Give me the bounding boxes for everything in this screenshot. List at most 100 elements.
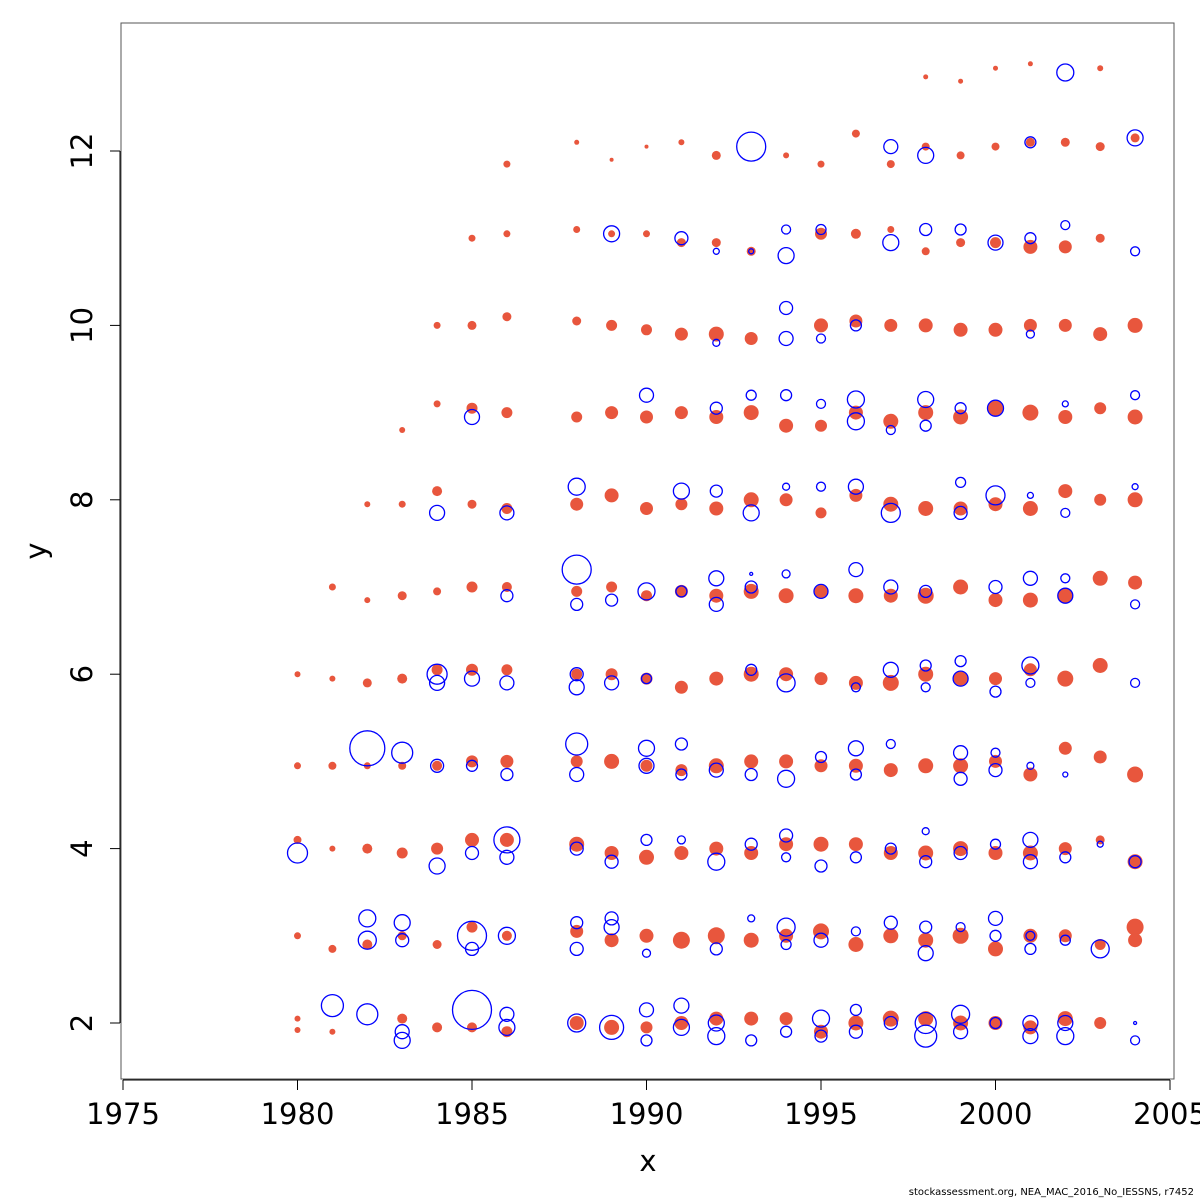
negative-residual-bubble <box>1057 1011 1073 1027</box>
negative-residual-bubble <box>466 921 478 933</box>
negative-residual-bubble <box>574 139 580 145</box>
negative-residual-bubble <box>918 405 934 421</box>
negative-residual-bubble <box>674 327 688 341</box>
positive-residual-bubble <box>638 1002 655 1018</box>
negative-residual-bubble <box>1058 240 1072 254</box>
negative-residual-bubble <box>918 932 934 948</box>
positive-residual-bubble <box>776 917 796 937</box>
negative-residual-bubble <box>1127 492 1143 508</box>
positive-residual-bubble <box>953 845 968 861</box>
negative-residual-bubble <box>329 845 336 852</box>
positive-residual-bubble <box>954 402 967 415</box>
negative-residual-bubble <box>571 411 583 423</box>
negative-residual-bubble <box>569 836 585 852</box>
negative-residual-bubble <box>988 322 1003 337</box>
positive-residual-bubble <box>451 989 493 1031</box>
positive-residual-bubble <box>815 398 827 410</box>
negative-residual-bubble <box>294 932 301 940</box>
positive-residual-bubble <box>569 667 584 682</box>
x-tick-label: 1980 <box>261 1097 335 1131</box>
positive-residual-bubble <box>736 131 767 162</box>
negative-residual-bubble <box>398 761 407 770</box>
negative-residual-bubble <box>708 758 724 774</box>
negative-residual-bubble <box>1022 404 1039 421</box>
positive-residual-bubble <box>955 921 966 933</box>
y-tick-label: 10 <box>65 307 99 344</box>
positive-residual-bubble <box>1022 1027 1039 1045</box>
positive-residual-bubble <box>569 766 585 783</box>
negative-residual-bubble <box>707 927 725 945</box>
positive-residual-bubble <box>1025 329 1036 339</box>
positive-residual-bubble <box>676 835 687 845</box>
negative-residual-bubble <box>848 758 863 773</box>
positive-residual-bubble <box>712 247 720 255</box>
negative-residual-bubble <box>814 759 828 773</box>
negative-residual-bubble <box>709 588 724 603</box>
positive-residual-bubble <box>499 675 515 691</box>
negative-residual-bubble <box>501 407 513 419</box>
positive-residual-bubble <box>850 926 862 937</box>
positive-residual-bubble <box>883 1015 898 1031</box>
negative-residual-bubble <box>1127 409 1143 425</box>
negative-residual-bubble <box>1058 484 1073 499</box>
negative-residual-bubble <box>709 1011 724 1026</box>
positive-residual-bubble <box>1024 232 1037 245</box>
negative-residual-bubble <box>604 933 619 948</box>
positive-residual-bubble <box>748 248 755 255</box>
negative-residual-bubble <box>641 324 652 336</box>
negative-residual-bubble <box>467 499 477 509</box>
negative-residual-bubble <box>989 672 1002 686</box>
negative-residual-bubble <box>639 928 654 943</box>
negative-residual-bubble <box>294 1015 301 1022</box>
positive-residual-bubble <box>428 674 446 692</box>
negative-residual-bubble <box>1127 317 1143 333</box>
positive-residual-bubble <box>921 827 930 836</box>
negative-residual-bubble <box>956 238 966 248</box>
positive-residual-bubble <box>603 918 620 936</box>
positive-residual-bubble <box>919 419 932 432</box>
positive-residual-bubble <box>708 762 724 778</box>
negative-residual-bubble <box>990 237 1001 249</box>
positive-residual-bubble <box>391 741 414 764</box>
negative-residual-bubble <box>953 671 968 686</box>
positive-residual-bubble <box>429 758 445 773</box>
positive-residual-bubble <box>846 390 866 409</box>
negative-residual-bubble <box>573 226 581 233</box>
negative-residual-bubble <box>1025 137 1035 147</box>
positive-residual-bubble <box>987 234 1004 251</box>
positive-residual-bubble <box>917 390 935 409</box>
positive-residual-bubble <box>498 1018 516 1037</box>
negative-residual-bubble <box>465 832 479 847</box>
positive-residual-bubble <box>1022 854 1039 870</box>
negative-residual-bubble <box>571 668 583 680</box>
positive-residual-bubble <box>848 561 864 578</box>
positive-residual-bubble <box>1096 840 1104 848</box>
negative-residual-bubble <box>605 668 618 681</box>
negative-residual-bubble <box>921 247 930 256</box>
positive-residual-series <box>286 63 1144 1050</box>
positive-residual-bubble <box>917 146 935 165</box>
positive-residual-bubble <box>569 841 584 856</box>
x-tick-label: 2000 <box>959 1097 1033 1131</box>
negative-residual-bubble <box>432 1022 443 1033</box>
negative-residual-bubble <box>570 755 583 768</box>
negative-residual-bubble <box>468 234 476 242</box>
positive-residual-bubble <box>637 739 656 757</box>
positive-residual-bubble <box>1128 855 1142 869</box>
positive-residual-bubble <box>990 747 1001 758</box>
positive-residual-bubble <box>493 826 521 854</box>
negative-residual-bubble <box>1058 410 1073 424</box>
negative-residual-bubble <box>640 1021 653 1034</box>
positive-residual-bubble <box>883 138 899 155</box>
positive-residual-bubble <box>814 1029 828 1043</box>
y-tick-label: 4 <box>65 839 99 857</box>
y-tick-label: 2 <box>65 1014 99 1032</box>
positive-residual-bubble <box>814 750 828 764</box>
negative-residual-bubble <box>499 832 514 847</box>
negative-residual-bubble <box>364 501 371 508</box>
negative-residual-bubble <box>850 228 861 239</box>
negative-residual-bubble <box>779 493 793 507</box>
negative-residual-bubble <box>362 939 373 950</box>
positive-residual-bubble <box>1059 934 1071 946</box>
positive-residual-bubble <box>1026 491 1035 500</box>
